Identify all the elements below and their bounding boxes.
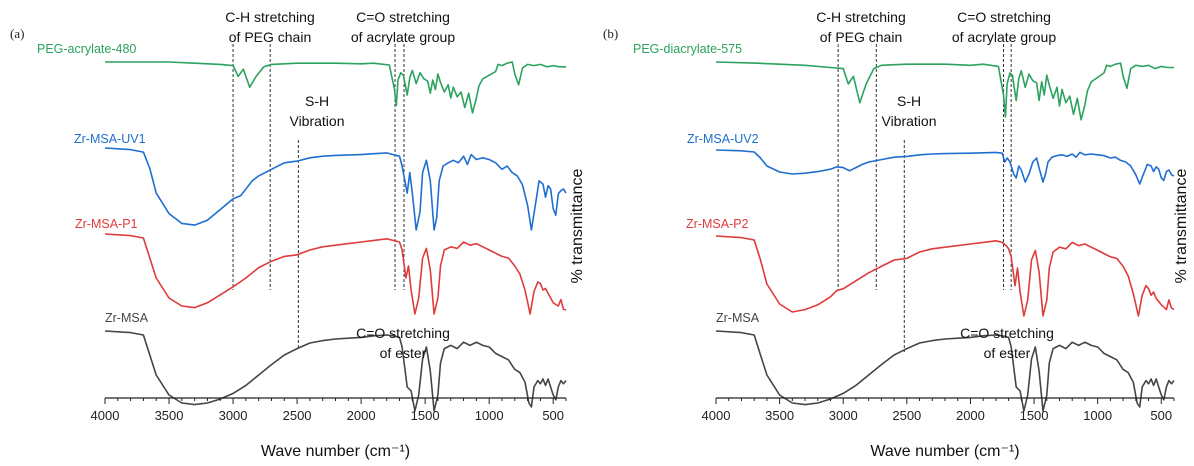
y-axis-title: % transmittance [569,169,586,284]
annotation-text: of ester [380,345,427,361]
x-tick-label: 500 [1150,408,1172,423]
series-label: Zr-MSA [716,311,760,325]
series-label: Zr-MSA-UV2 [687,132,759,146]
x-tick-label: 2500 [892,408,921,423]
x-tick-label: 1000 [1083,408,1112,423]
annotation-text: Vibration [881,113,936,129]
x-tick-label: 1500 [1020,408,1049,423]
x-axis-title: Wave number (cm⁻¹) [870,443,1019,460]
spectrum-line-peg-diacrylate-575 [715,61,1174,121]
panel-label: (a) [10,26,24,41]
x-tick-label: 1500 [411,408,440,423]
spectrum-line-peg-acrylate-480 [105,61,566,114]
annotation-text: S-H [305,93,329,109]
series-label: Zr-MSA-UV1 [74,132,146,146]
x-tick-label: 3500 [155,408,184,423]
annotation-text: of ester [984,345,1031,361]
series-label: PEG-diacrylate-575 [633,42,742,56]
spectrum-line-zr-msa [104,330,567,412]
series-label: Zr-MSA-P1 [75,217,138,231]
annotation-text: of PEG chain [229,29,312,45]
annotation-text: C=O stretching [356,325,450,341]
spectrum-line-zr-msa [715,330,1175,412]
annotation-text: Vibration [289,113,344,129]
x-tick-label: 1000 [475,408,504,423]
annotation-text: C=O stretching [960,325,1054,341]
x-tick-label: 3000 [829,408,858,423]
annotation-text: of acrylate group [952,29,1056,45]
panel-b: (b) PEG-diacrylate-575 Zr-MSA-UV2 Zr-MSA-P2… [603,9,1190,460]
spectrum-line-zr-msa-p1 [104,233,567,315]
x-tick-label: 4000 [91,408,120,423]
panel-label: (b) [603,26,618,41]
x-axis-title: Wave number (cm⁻¹) [261,443,410,460]
x-tick-label: 3500 [765,408,794,423]
annotation-text: of PEG chain [820,29,903,45]
annotation-text: C=O stretching [356,9,450,25]
spectrum-line-zr-msa-uv2 [715,149,1175,185]
annotation-text: S-H [897,93,921,109]
series-label: PEG-acrylate-480 [37,42,136,56]
x-tick-label: 3000 [219,408,248,423]
x-tick-label: 2000 [956,408,985,423]
x-tick-label: 4000 [702,408,731,423]
x-tick-label: 2500 [283,408,312,423]
y-axis-title: % transmittance [1173,169,1190,284]
panel-a: (a) PEG-acrylate-480 Zr-MSA-UV1 Zr-MSA-P1 Zr… [10,9,586,460]
spectrum-line-zr-msa-uv1 [104,147,567,231]
annotation-text: of acrylate group [351,29,455,45]
annotation-text: C-H stretching [816,9,905,25]
series-label: Zr-MSA-P2 [686,217,749,231]
spectrum-line-zr-msa-p2 [715,235,1175,317]
x-tick-label: 500 [542,408,564,423]
annotation-text: C-H stretching [225,9,314,25]
x-tick-label: 2000 [347,408,376,423]
annotation-text: C=O stretching [957,9,1051,25]
series-label: Zr-MSA [105,311,149,325]
